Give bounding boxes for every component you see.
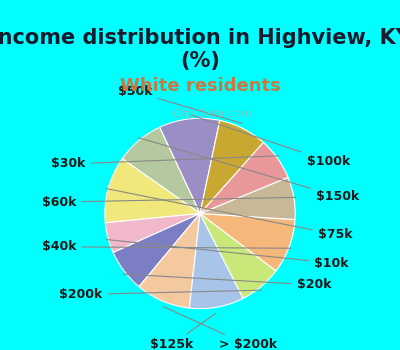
Text: $30k: $30k [52, 156, 279, 170]
Wedge shape [200, 177, 295, 219]
Text: Income distribution in Highview, KY
(%): Income distribution in Highview, KY (%) [0, 28, 400, 71]
Text: $10k: $10k [106, 239, 349, 270]
Wedge shape [189, 214, 243, 309]
Text: $20k: $20k [123, 274, 332, 292]
Text: $100k: $100k [191, 115, 350, 168]
Wedge shape [105, 214, 200, 252]
Text: $200k: $200k [59, 288, 262, 301]
Text: $75k: $75k [106, 189, 352, 241]
Text: $40k: $40k [42, 240, 291, 253]
Text: $125k: $125k [150, 314, 216, 350]
Text: White residents: White residents [120, 77, 280, 95]
Text: City-Data.com: City-Data.com [172, 108, 252, 119]
Wedge shape [200, 214, 295, 271]
Text: > $200k: > $200k [163, 307, 277, 350]
Text: $50k: $50k [118, 85, 242, 124]
Wedge shape [122, 127, 200, 214]
Wedge shape [139, 214, 200, 308]
Wedge shape [105, 159, 200, 223]
Wedge shape [113, 214, 200, 287]
Text: $150k: $150k [138, 138, 360, 203]
Wedge shape [200, 214, 276, 298]
Wedge shape [200, 120, 263, 214]
Wedge shape [200, 142, 288, 214]
Text: $60k: $60k [42, 196, 296, 209]
Wedge shape [160, 118, 220, 214]
